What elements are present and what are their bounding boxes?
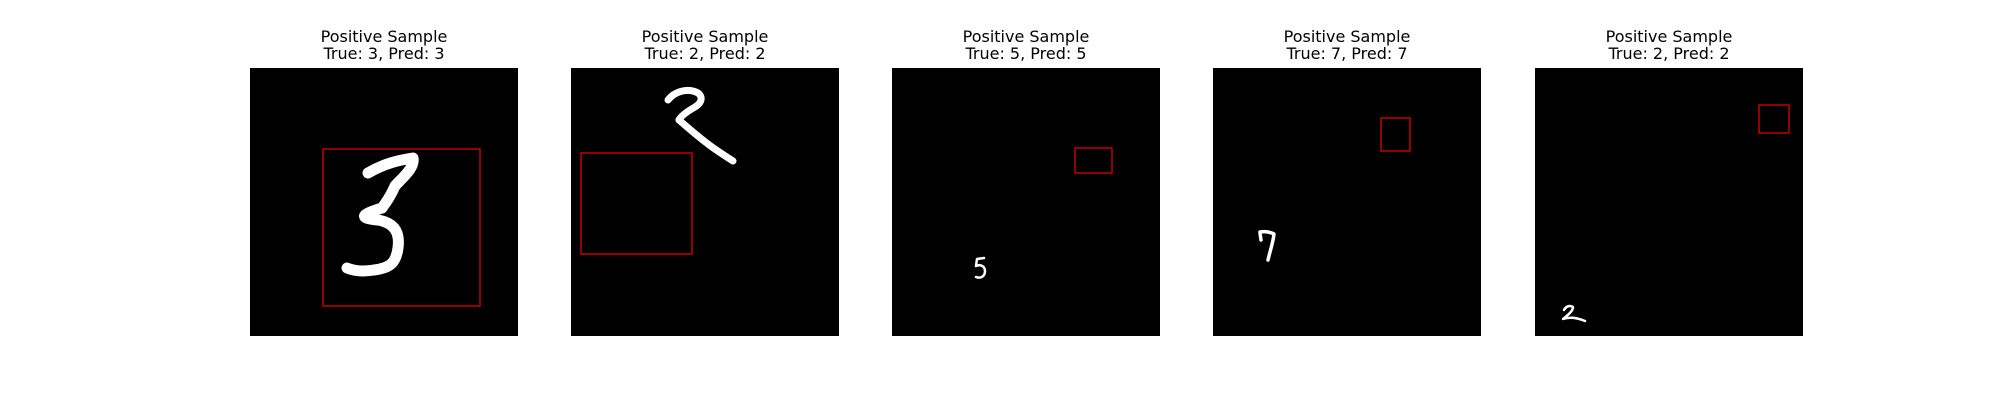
bounding-box [322,148,481,307]
panel-title: Positive Sample True: 2, Pred: 2 [1495,28,1843,62]
panel-title-line: Positive Sample [641,27,769,46]
handwritten-digit-5 [974,256,987,279]
panel-label-line: True: 3, Pred: 3 [323,44,445,63]
sample-panel-2: Positive Sample True: 2, Pred: 2 [571,0,839,400]
sample-panel-5: Positive Sample True: 2, Pred: 2 [1535,0,1803,400]
handwritten-digit-7 [1258,229,1276,262]
panel-title: Positive Sample True: 2, Pred: 2 [531,28,879,62]
panel-title: Positive Sample True: 3, Pred: 3 [210,28,558,62]
panel-title-line: Positive Sample [320,27,448,46]
handwritten-digit-2 [664,86,737,165]
bounding-box [1380,117,1411,152]
digit-image [892,68,1160,336]
sample-panel-4: Positive Sample True: 7, Pred: 7 [1213,0,1481,400]
panel-label-line: True: 2, Pred: 2 [1608,44,1730,63]
image-background [892,68,1160,336]
panel-title-line: Positive Sample [1605,27,1733,46]
digit-image [250,68,518,336]
handwritten-digit-2 [1561,304,1587,323]
panel-title-line: Positive Sample [1283,27,1411,46]
bounding-box [1074,147,1113,174]
panel-label-line: True: 2, Pred: 2 [644,44,766,63]
digit-image [1535,68,1803,336]
digit-image [1213,68,1481,336]
image-background [1213,68,1481,336]
panel-label-line: True: 5, Pred: 5 [965,44,1087,63]
panel-title: Positive Sample True: 5, Pred: 5 [852,28,1200,62]
digit-image [571,68,839,336]
panel-title: Positive Sample True: 7, Pred: 7 [1173,28,1521,62]
panel-title-line: Positive Sample [962,27,1090,46]
bounding-box [580,152,693,255]
image-background [571,68,839,336]
sample-panel-1: Positive Sample True: 3, Pred: 3 [250,0,518,400]
panel-label-line: True: 7, Pred: 7 [1286,44,1408,63]
sample-panel-3: Positive Sample True: 5, Pred: 5 [892,0,1160,400]
bounding-box [1758,104,1790,134]
image-background [1535,68,1803,336]
handwritten-digit-3 [341,152,419,277]
